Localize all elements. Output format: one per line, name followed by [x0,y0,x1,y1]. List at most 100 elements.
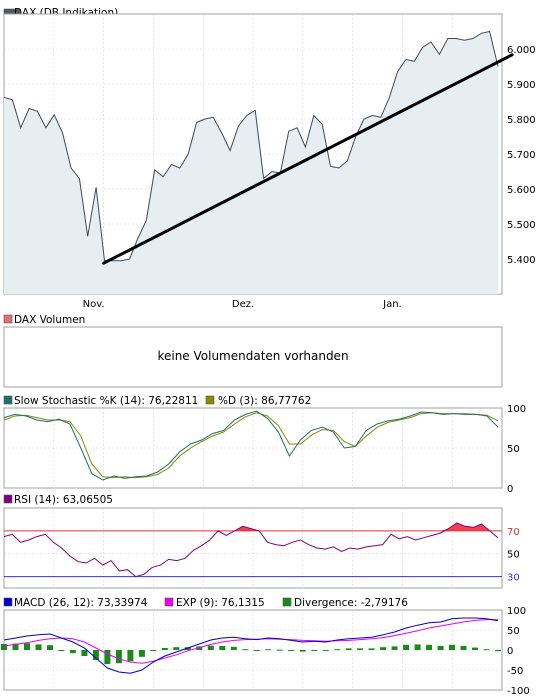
divergence-bar [35,644,42,650]
divergence-bar [81,650,88,656]
divergence-bar [403,644,410,650]
divergence-bar [311,650,318,651]
divergence-bar [391,646,398,650]
divergence-bar [207,645,214,650]
stoch-y-tick-label: 0 [507,484,513,495]
macd-legend-swatch [3,597,13,607]
divergence-bar [69,650,76,654]
divergence-bar [47,645,53,650]
macd-y-tick-label: -50 [507,666,523,677]
divergence-bar [299,650,306,652]
rsi-overbought-fill [234,522,490,531]
price-x-tick-label: Dez. [232,299,254,310]
divergence-bar [138,650,145,657]
rsi-y-axis: 30 50 70 [507,527,520,584]
price-y-tick-label: 5.600 [507,185,536,196]
divergence-bar [115,650,122,664]
rsi-panel: RSI (14): 63,06505 30 50 70 [3,494,520,589]
divergence-bar [242,649,249,651]
stoch-k-legend-swatch [3,395,13,405]
stochastic-grid [4,408,502,488]
price-series-line [3,30,499,262]
divergence-bar [92,650,99,660]
divergence-bar [127,650,134,662]
divergence-bar [334,649,341,651]
divergence-bar [483,649,490,651]
price-y-tick-label: 5.900 [507,80,536,91]
price-area-fill [4,31,498,294]
divergence-bar [150,650,157,651]
price-y-axis: 5.400 5.500 5.600 5.700 5.800 5.900 6.000 [507,45,536,266]
rsi-y-tick-label: 50 [507,550,520,561]
divergence-legend-swatch [282,597,292,607]
exp-legend-label: EXP (9): 76,1315 [176,597,265,609]
stoch-k-legend-label: Slow Stochastic %K (14): 76,22811 [14,395,198,407]
divergence-bar [345,648,352,650]
divergence-bar [460,646,467,650]
stoch-y-tick-label: 100 [507,404,526,415]
macd-y-tick-label: 50 [507,626,520,637]
volume-no-data-message: keine Volumendaten vorhanden [157,349,348,363]
volume-panel: DAX Volumen keine Volumendaten vorhanden [3,314,503,388]
divergence-bar [380,647,387,650]
volume-legend-label: DAX Volumen [14,314,85,326]
stoch-d-legend-swatch [205,395,215,405]
divergence-bar [196,646,203,650]
volume-plot-area [3,326,503,388]
divergence-bar [58,650,65,651]
divergence-bar [230,646,237,650]
divergence-bar [24,643,30,650]
price-y-tick-label: 6.000 [507,45,536,56]
divergence-legend-label: Divergence: -2,79176 [294,597,408,609]
stoch-d-line [3,412,499,479]
price-x-tick-label: Jan. [382,299,402,310]
macd-legend-label: MACD (26, 12): 73,33974 [14,597,148,609]
divergence-bar [472,647,478,650]
macd-panel: MACD (26, 12): 73,33974 EXP (9): 76,1315… [1,597,530,697]
macd-y-tick-label: 100 [507,606,526,617]
macd-y-axis: -100 -50 0 50 100 [507,606,530,697]
stoch-d-legend-label: %D (3): 86,77762 [218,395,311,407]
macd-y-tick-label: -100 [507,686,530,697]
divergence-bar [449,644,455,650]
rsi-legend-swatch [3,494,13,504]
rsi-y-tick-label: 30 [507,573,520,584]
price-panel: DAX (DB Indikation) 5.4005.5005.6005.700… [3,7,536,310]
stoch-y-tick-label: 50 [507,444,520,455]
price-x-tick-label: Nov. [83,299,105,310]
divergence-bar [253,650,260,651]
divergence-bar [288,650,295,651]
price-y-tick-label: 5.800 [507,115,536,126]
divergence-bar [276,649,283,651]
trendline [102,53,514,265]
divergence-bar [219,646,226,650]
divergence-bar [12,643,19,650]
divergence-bar [437,646,444,650]
price-y-tick-label: 5.400 [507,255,536,266]
macd-line [3,617,499,674]
divergence-bar [426,644,433,650]
divergence-bar [495,650,501,652]
divergence-bar [368,648,375,650]
divergence-bar [414,644,421,650]
divergence-bar [1,644,7,650]
stochastic-y-axis: 0 50 100 [507,404,526,495]
divergence-bar [161,648,168,650]
divergence-bar [357,648,364,650]
price-y-tick-label: 5.700 [507,150,536,161]
divergence-bar [322,650,329,651]
divergence-bar [265,649,272,651]
stoch-k-line [3,410,499,481]
stochastic-panel: Slow Stochastic %K (14): 76,22811 %D (3)… [3,395,526,495]
divergence-bars [1,643,501,664]
divergence-bar [173,647,180,650]
exp-legend-swatch [164,597,174,607]
price-x-axis: Nov. Dez. Jan. [83,299,402,310]
macd-y-tick-label: 0 [507,646,513,657]
price-y-tick-label: 5.500 [507,220,536,231]
volume-legend-swatch [3,314,13,324]
rsi-legend-label: RSI (14): 63,06505 [14,494,113,506]
divergence-bar [104,650,111,664]
rsi-y-tick-label: 70 [507,527,520,538]
